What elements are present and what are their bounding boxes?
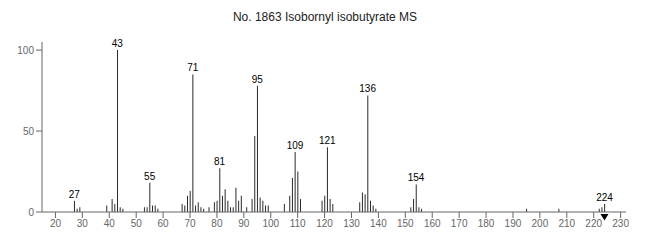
- svg-text:60: 60: [158, 218, 170, 229]
- svg-text:121: 121: [319, 135, 336, 146]
- svg-text:27: 27: [69, 189, 81, 200]
- svg-text:210: 210: [558, 218, 575, 229]
- svg-text:170: 170: [451, 218, 468, 229]
- svg-text:71: 71: [187, 62, 199, 73]
- svg-text:130: 130: [343, 218, 360, 229]
- svg-text:110: 110: [290, 218, 306, 229]
- svg-text:120: 120: [316, 218, 333, 229]
- svg-text:50: 50: [23, 126, 35, 137]
- svg-text:81: 81: [214, 156, 226, 167]
- svg-text:0: 0: [28, 207, 34, 218]
- svg-text:100: 100: [17, 45, 34, 56]
- svg-text:109: 109: [287, 140, 304, 151]
- svg-text:154: 154: [408, 172, 425, 183]
- svg-text:150: 150: [397, 218, 414, 229]
- svg-text:95: 95: [252, 74, 264, 85]
- svg-text:70: 70: [184, 218, 196, 229]
- svg-text:160: 160: [424, 218, 441, 229]
- svg-text:43: 43: [112, 38, 124, 49]
- svg-text:190: 190: [505, 218, 522, 229]
- svg-text:100: 100: [262, 218, 279, 229]
- svg-text:136: 136: [359, 83, 376, 94]
- svg-text:224: 224: [596, 192, 613, 203]
- svg-text:55: 55: [144, 171, 156, 182]
- svg-text:30: 30: [77, 218, 89, 229]
- svg-text:80: 80: [211, 218, 223, 229]
- svg-text:90: 90: [238, 218, 250, 229]
- svg-text:200: 200: [532, 218, 549, 229]
- svg-text:220: 220: [585, 218, 602, 229]
- svg-text:230: 230: [612, 218, 629, 229]
- html-text:No. 1863 Isobornyl isobutyrate: No. 1863 Isobornyl isobutyrate MS: [232, 10, 417, 24]
- svg-text:20: 20: [50, 218, 62, 229]
- svg-text:180: 180: [478, 218, 495, 229]
- svg-text:50: 50: [131, 218, 143, 229]
- svg-text:140: 140: [370, 218, 387, 229]
- svg-text:40: 40: [104, 218, 116, 229]
